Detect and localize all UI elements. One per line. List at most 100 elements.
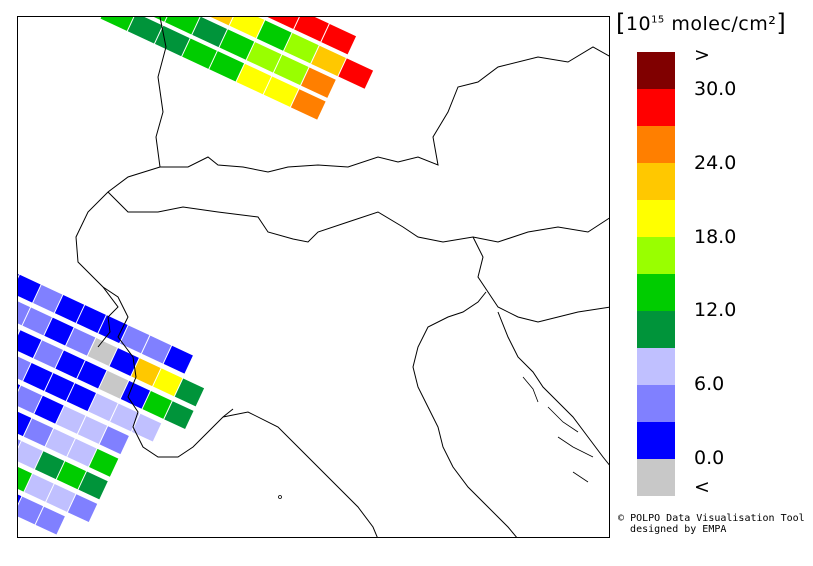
swath-pixel — [263, 76, 299, 107]
swath-pixel — [67, 494, 98, 523]
swath-pixel — [209, 51, 245, 82]
swath-pixel — [165, 17, 200, 35]
legend-label-under: < — [694, 476, 710, 498]
swath-pixel — [66, 383, 96, 412]
swath-pixel — [120, 325, 150, 354]
legend-label-0: 0.0 — [694, 447, 725, 469]
swath-pixel — [283, 33, 319, 64]
swath-pixel — [301, 67, 336, 98]
country-borders — [75, 17, 609, 537]
swath-pixel — [56, 461, 87, 490]
swath-pixel — [18, 385, 42, 414]
swath-pixel — [321, 23, 357, 55]
swath-pixel — [54, 295, 85, 323]
swath-pixel — [78, 471, 108, 500]
swath-pixel — [33, 340, 64, 369]
swath-pixel — [18, 441, 43, 469]
swath-pixel — [23, 418, 54, 447]
legend-title-exponent: 15 — [651, 14, 665, 26]
legend-label-6: 6.0 — [694, 373, 725, 395]
swath-pixel — [77, 360, 107, 389]
credit-line-1: POLPO Data Visualisation Tool — [630, 513, 805, 524]
swath-pixel — [246, 42, 282, 73]
legend-swatch — [637, 385, 675, 422]
swath-pixel — [273, 54, 309, 86]
swath-pixel — [98, 370, 129, 399]
swath-pixel — [163, 345, 193, 374]
swath-pixel — [182, 38, 217, 69]
swath-pixel — [18, 463, 32, 492]
swath-pixel — [141, 335, 172, 364]
swath-pixel — [236, 63, 272, 95]
swath-pixel — [98, 315, 128, 344]
map-canvas — [18, 17, 609, 537]
satellite-swath-north — [100, 17, 374, 120]
swath-pixel — [56, 405, 86, 434]
copyright-icon: © — [618, 513, 625, 524]
legend-swatch — [637, 89, 675, 126]
swath-pixel — [88, 393, 118, 422]
legend-label-24: 24.0 — [694, 152, 737, 174]
swath-pixel — [174, 378, 205, 407]
swath-pixel — [294, 17, 329, 42]
swath-pixel — [46, 484, 76, 512]
swath-pixel — [290, 89, 326, 120]
swath-pixel — [311, 45, 346, 77]
swath-pixel — [18, 274, 41, 303]
swath-pixel — [338, 58, 374, 89]
credit-text: © POLPO Data Visualisation Tool designed… — [618, 513, 805, 535]
legend-swatch — [637, 311, 675, 348]
legend-colorbar — [637, 52, 675, 496]
swath-pixel — [202, 17, 238, 26]
swath-pixel — [256, 20, 292, 51]
swath-pixel — [76, 305, 106, 334]
swath-pixel — [266, 17, 302, 29]
legend-swatch — [637, 348, 675, 385]
legend-swatch — [637, 459, 675, 496]
swath-pixel — [55, 350, 85, 379]
legend-swatch — [637, 200, 675, 237]
swath-pixel — [164, 401, 194, 430]
swath-pixel — [18, 408, 32, 437]
legend-swatch — [637, 163, 675, 200]
legend-label-over: > — [694, 44, 710, 66]
swath-pixel — [89, 448, 119, 477]
swath-pixel — [192, 17, 228, 48]
swath-pixel — [33, 284, 63, 313]
legend-label-12: 12.0 — [694, 299, 737, 321]
swath-pixel — [120, 380, 151, 409]
legend-label-30: 30.0 — [694, 78, 737, 100]
swath-pixel — [67, 438, 97, 467]
swath-pixel — [22, 307, 52, 336]
legend-label-18: 18.0 — [694, 226, 737, 248]
swath-pixel — [100, 17, 136, 31]
swath-pixel — [131, 413, 162, 442]
swath-pixel — [24, 473, 54, 502]
swath-pixel — [87, 337, 118, 366]
swath-pixel — [18, 496, 44, 525]
swath-pixel — [219, 29, 255, 60]
swath-pixel — [35, 506, 65, 535]
swath-pixel — [34, 451, 65, 480]
swath-pixel — [110, 403, 140, 432]
swath-pixel — [18, 297, 31, 326]
swath-pixel — [44, 373, 75, 401]
legend-swatch — [637, 126, 675, 163]
swath-pixel — [23, 362, 53, 391]
legend-title-base: 10 — [625, 13, 652, 35]
legend-title: [1015 molec/cm²] — [616, 8, 787, 37]
swath-pixel — [18, 352, 31, 381]
swath-pixel — [18, 330, 42, 359]
swath-pixel — [66, 327, 96, 356]
swath-pixel — [229, 17, 265, 39]
map-panel[interactable] — [17, 16, 610, 538]
swath-pixel — [127, 17, 163, 44]
swath-pixel — [99, 426, 129, 455]
legend-bracket-right: ] — [776, 9, 787, 37]
swath-pixel — [34, 395, 64, 424]
swath-pixel — [142, 391, 172, 419]
swath-pixel — [77, 416, 108, 444]
credit-line-2: designed by EMPA — [630, 524, 727, 535]
swath-pixel — [153, 368, 183, 397]
coast-islands — [278, 376, 594, 499]
